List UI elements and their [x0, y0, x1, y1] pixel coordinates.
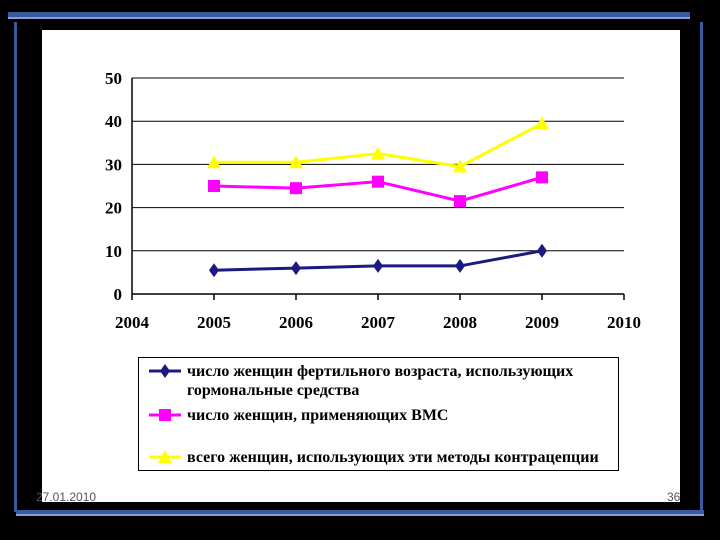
series-line-3 [214, 122, 543, 169]
y-tick-label: 40 [105, 112, 122, 131]
legend-item: число женщин, применяющих ВМС [147, 406, 617, 446]
legend-item: число женщин фертильного возраста, испол… [147, 362, 617, 402]
legend-swatch-marker [158, 450, 172, 463]
series-3-point [207, 155, 221, 169]
x-tick-label: 2006 [279, 313, 313, 332]
legend-label: число женщин фертильного возраста, испол… [187, 363, 574, 399]
series-2-point [454, 195, 466, 208]
bottom-frame-bar [16, 510, 704, 514]
bottom-frame-bar-light [16, 514, 704, 516]
top-frame-bar [8, 12, 690, 17]
slide-page-number: 36 [667, 490, 681, 504]
series-1-point [373, 258, 383, 273]
x-tick-label: 2004 [115, 313, 150, 332]
chart-legend: число женщин фертильного возраста, испол… [138, 357, 619, 471]
x-tick-label: 2008 [443, 313, 477, 332]
series-3-point [371, 146, 385, 160]
series-1-point [291, 261, 301, 276]
series-2-point [290, 182, 302, 195]
series-2-point [536, 171, 548, 184]
y-tick-label: 10 [105, 242, 122, 261]
legend-swatch-marker [159, 409, 171, 421]
y-tick-label: 20 [105, 199, 122, 218]
series-3-point [453, 159, 467, 173]
x-tick-label: 2007 [361, 313, 396, 332]
left-frame-bar [14, 22, 17, 512]
series-1-point [209, 263, 219, 278]
slide-date: 27.01.2010 [36, 490, 97, 504]
top-frame-bar-light [8, 17, 690, 19]
y-tick-label: 50 [105, 69, 122, 88]
series-1-point [537, 243, 547, 258]
legend-swatch-marker [160, 364, 170, 378]
x-tick-label: 2005 [197, 313, 231, 332]
legend-swatch-2 [149, 409, 181, 421]
chart-slide: 0 10 20 30 40 50 2004 2005 2006 2007 2008 2009 2010 … [42, 30, 680, 502]
series-1-point [455, 258, 465, 273]
legend-label: всего женщин, использующих эти методы ко… [187, 449, 599, 466]
legend-item: всего женщин, использующих эти методы ко… [147, 448, 617, 488]
series-2-point [372, 175, 384, 188]
y-tick-label: 30 [105, 155, 122, 174]
x-tick-label: 2010 [607, 313, 641, 332]
series-3-point [535, 116, 549, 130]
series-2-point [208, 180, 220, 192]
line-chart: 0 10 20 30 40 50 2004 2005 2006 2007 2008 2009 2010 [105, 69, 641, 332]
legend-swatch-3 [149, 450, 181, 463]
series-3-point [289, 155, 303, 169]
y-tick-label: 0 [114, 285, 123, 304]
legend-label: число женщин, применяющих ВМС [187, 407, 449, 424]
x-tick-label: 2009 [525, 313, 559, 332]
legend-swatch-1 [149, 364, 181, 378]
right-frame-bar [700, 22, 703, 512]
